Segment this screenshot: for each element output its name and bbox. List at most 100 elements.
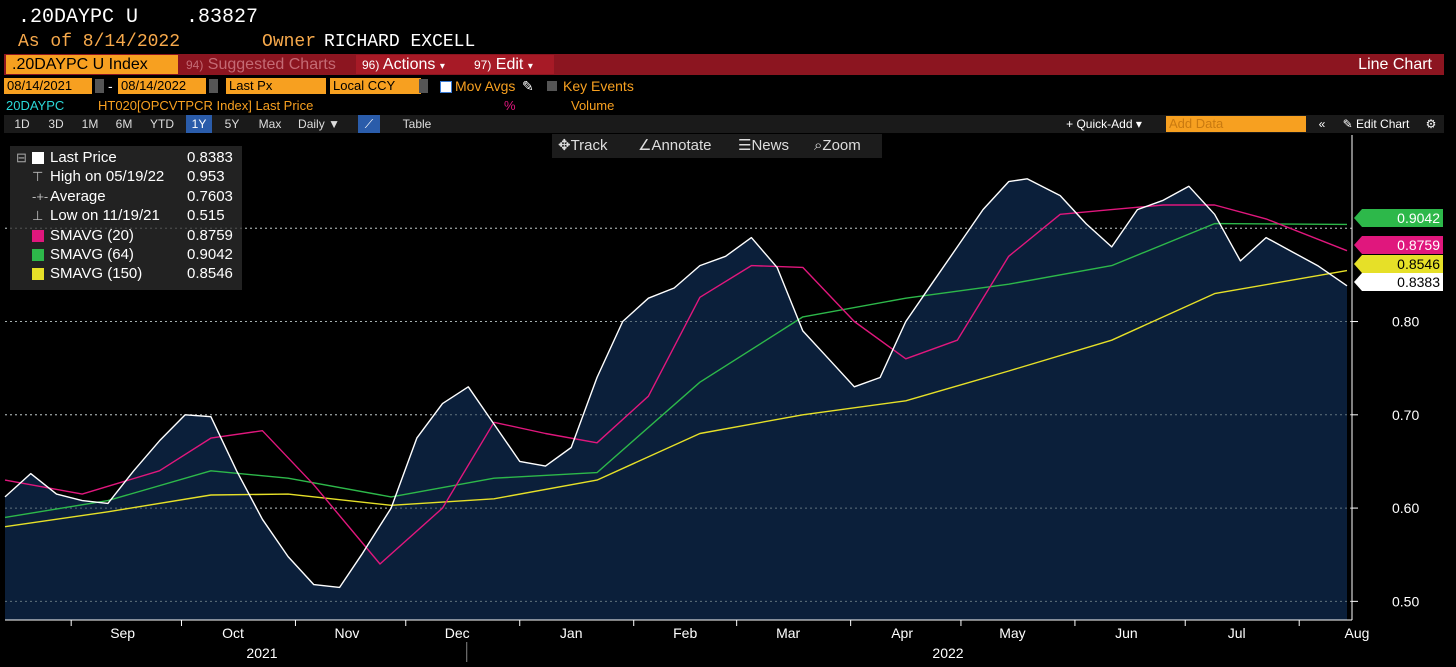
range-1d-button[interactable]: 1D (14, 117, 30, 131)
legend-swatch (32, 152, 44, 164)
table-button[interactable]: Table (402, 117, 432, 131)
zoom-tool[interactable]: ⌕ Zoom (814, 134, 861, 158)
legend-row-sma20[interactable]: SMAVG (20) 0.8759 (10, 226, 242, 245)
actions-menu-button[interactable]: 96) Actions ▾ (356, 55, 472, 74)
mov-avgs-checkbox[interactable] (440, 81, 452, 93)
value-tag-bg (1354, 209, 1443, 227)
owner-label: Owner (262, 32, 317, 52)
value-tag: 0.8546 (1354, 255, 1443, 273)
pencil-icon[interactable]: ✎ (522, 78, 534, 94)
value-tag-label: 0.9042 (1397, 210, 1440, 226)
average-marker-icon: -+- (32, 189, 49, 204)
legend-row-sma150[interactable]: SMAVG (150) 0.8546 (10, 264, 242, 283)
chart-legend: ⊟ Last Price 0.8383 ⊤ High on 05/19/22 0… (10, 146, 242, 290)
value-tag-label: 0.8546 (1397, 256, 1440, 272)
legend-row-average: -+- Average 0.7603 (10, 187, 242, 206)
chart-type-label[interactable]: Line Chart (1358, 56, 1432, 73)
price-area (5, 178, 1347, 621)
add-data-input[interactable]: Add Data (1166, 116, 1306, 132)
chevron-down-icon[interactable] (419, 79, 428, 93)
collapse-icon[interactable]: « (1318, 117, 1326, 131)
x-month-label: May (999, 625, 1025, 641)
range-max-button[interactable]: Max (258, 117, 282, 131)
edit-menu-button[interactable]: 97) Edit ▾ (468, 55, 554, 74)
annotate-tool[interactable]: ∠ Annotate (638, 134, 712, 158)
range-3d-button[interactable]: 3D (48, 117, 64, 131)
as-of-date: As of 8/14/2022 (18, 32, 181, 52)
ticker-name: .20DAYPC U (18, 6, 139, 29)
frequency-select[interactable]: Daily ▼ (294, 115, 344, 133)
y-tick-label: 0.60 (1392, 500, 1419, 516)
value-tag: 0.8759 (1354, 236, 1443, 254)
main-toolbar: .20DAYPC U Index 94) Suggested Charts 96… (4, 54, 1444, 75)
collapse-icon[interactable]: ⊟ (16, 150, 27, 165)
legend-row-last-price[interactable]: ⊟ Last Price 0.8383 (10, 148, 242, 167)
track-tool[interactable]: ✥ Track (558, 134, 608, 158)
series-description: HT020[OPCVTPCR Index] Last Price (98, 98, 314, 113)
calendar-icon[interactable] (209, 79, 218, 93)
high-marker-icon: ⊤ (32, 169, 44, 184)
legend-value: 0.7603 (187, 188, 233, 205)
line-chart-icon[interactable]: ⟋ (358, 115, 380, 133)
quick-add-label: + Quick-Add (1066, 117, 1133, 131)
legend-swatch (32, 268, 44, 280)
security-field[interactable]: .20DAYPC U Index (6, 55, 178, 74)
legend-value: 0.8546 (187, 265, 233, 282)
range-5y-button[interactable]: 5Y (224, 117, 240, 131)
chevron-down-icon: ▾ (1135, 117, 1142, 131)
legend-row-high: ⊤ High on 05/19/22 0.953 (10, 167, 242, 186)
quick-add-button[interactable]: + Quick-Add ▾ (1056, 115, 1152, 133)
x-month-label: Jul (1228, 625, 1246, 641)
suggested-label: Suggested Charts (207, 56, 336, 73)
legend-swatch (32, 230, 44, 242)
header-meta: As of 8/14/2022 Owner RICHARD EXCELL (18, 32, 475, 52)
x-month-label: Apr (891, 625, 913, 641)
x-month-label: Feb (673, 625, 697, 641)
actions-num: 96) (362, 58, 380, 72)
date-separator: - (108, 78, 113, 94)
legend-label: High on 05/19/22 (50, 168, 165, 185)
x-month-label: Jun (1115, 625, 1138, 641)
chevron-down-icon: ▾ (527, 61, 533, 72)
value-tag-label: 0.8383 (1397, 274, 1440, 290)
mov-avgs-label: Mov Avgs (455, 78, 516, 94)
price-field-select[interactable]: Last Px (226, 78, 326, 94)
suggested-charts-button[interactable]: 94) Suggested Charts (180, 55, 356, 74)
legend-value: 0.515 (187, 207, 225, 224)
value-tag-label: 0.8759 (1397, 237, 1440, 253)
range-6m-button[interactable]: 6M (115, 117, 133, 131)
sma150-line (4, 269, 1348, 528)
settings-bar: 08/14/2021 - 08/14/2022 Last Px Local CC… (4, 77, 1444, 96)
range-1y-button[interactable]: 1Y (186, 115, 212, 133)
add-data-placeholder: Add Data (1169, 116, 1224, 131)
x-axis: Sep Oct Nov Dec Jan Feb Mar Apr May Jun Jul Aug 2021… (5, 619, 1369, 662)
key-events-checkbox[interactable] (547, 81, 557, 91)
legend-value: 0.8383 (187, 149, 233, 166)
x-month-label: Sep (110, 625, 135, 641)
legend-swatch (32, 249, 44, 261)
legend-label: SMAVG (150) (50, 265, 143, 282)
range-ytd-button[interactable]: YTD (150, 117, 174, 131)
calendar-icon[interactable] (95, 79, 104, 93)
chart-tools-bar: ✥ Track ∠ Annotate ☰ News ⌕ Zoom (552, 134, 882, 158)
range-1m-button[interactable]: 1M (81, 117, 99, 131)
legend-label: Average (50, 188, 106, 205)
edit-chart-button[interactable]: ✎ Edit Chart (1334, 115, 1418, 133)
x-month-label: Mar (776, 625, 800, 641)
zoom-label: Zoom (822, 137, 861, 154)
end-date-field[interactable]: 08/14/2022 (118, 78, 206, 94)
series-info-row: 20DAYPC HT020[OPCVTPCR Index] Last Price… (4, 97, 1444, 114)
y-tick-label: 0.50 (1392, 593, 1419, 609)
last-value: .83827 (186, 6, 259, 29)
range-bar: 1D 3D 1M 6M YTD 1Y 5Y Max Daily ▼ ⟋ Tabl… (4, 115, 1444, 133)
legend-row-sma64[interactable]: SMAVG (64) 0.9042 (10, 245, 242, 264)
x-month-label: Nov (334, 625, 359, 641)
news-label: News (751, 137, 789, 154)
start-date-field[interactable]: 08/14/2021 (4, 78, 92, 94)
currency-select[interactable]: Local CCY (330, 78, 421, 94)
edit-num: 97) (474, 58, 492, 72)
value-tag: 0.8383 (1354, 273, 1443, 291)
news-tool[interactable]: ☰ News (738, 134, 789, 158)
gear-icon[interactable]: ⚙ (1425, 117, 1437, 131)
